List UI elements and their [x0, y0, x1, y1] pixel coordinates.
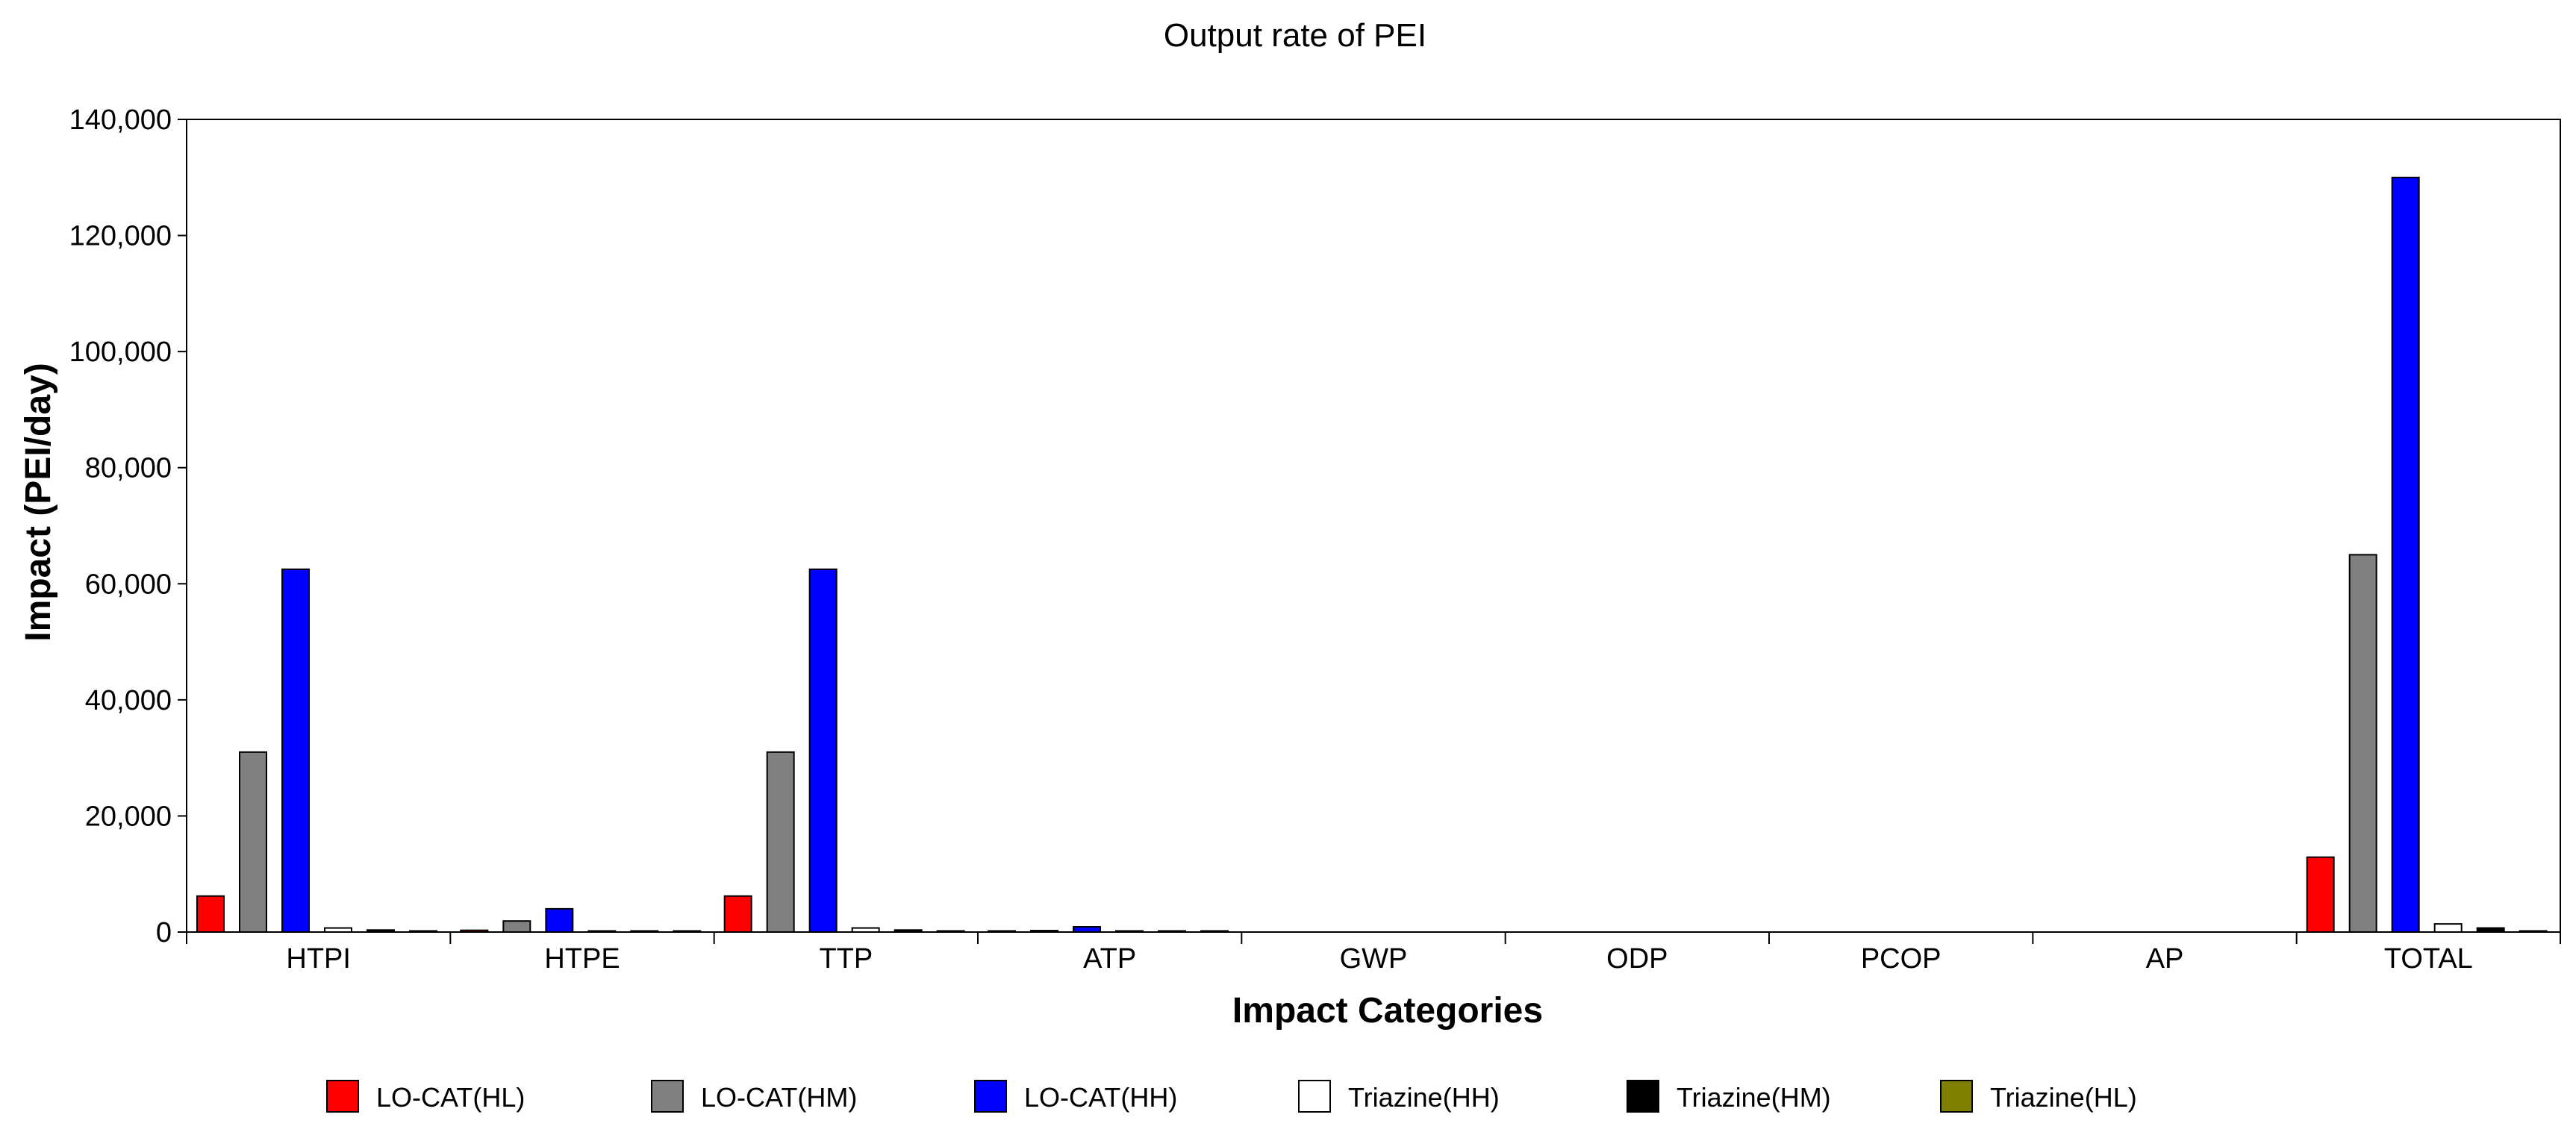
x-tick-label: ODP	[1606, 943, 1668, 975]
bar	[502, 920, 531, 933]
bar	[196, 895, 225, 933]
y-tick-label: 0	[156, 917, 172, 948]
bar	[460, 929, 489, 933]
bar	[1030, 930, 1058, 933]
plot-frame	[186, 119, 2561, 933]
legend-label: Triazine(HL)	[1990, 1082, 2137, 1113]
x-tick-label: HTPE	[544, 943, 620, 975]
x-tick-label: ATP	[1083, 943, 1136, 975]
x-tick-label: AP	[2146, 943, 2184, 975]
x-tick-label: GWP	[1340, 943, 1408, 975]
bar	[894, 929, 923, 933]
bar	[239, 751, 267, 933]
y-tick-label: 80,000	[85, 453, 172, 484]
bar	[281, 568, 310, 933]
plot-area: 0 20,000 40,000 60,000 80,000 100,000 120,000 1…	[69, 104, 2561, 975]
y-tick-label: 120,000	[69, 221, 172, 252]
bar	[673, 930, 702, 933]
legend-swatch	[1627, 1080, 1659, 1113]
bar	[2433, 923, 2463, 933]
legend-swatch	[974, 1080, 1007, 1113]
bar	[545, 907, 574, 934]
bar	[1115, 930, 1144, 933]
x-tick-label: TOTAL	[2384, 943, 2473, 975]
legend-swatch	[1940, 1080, 1973, 1113]
y-axis-title: Impact (PEI/day)	[19, 363, 58, 641]
legend-swatch	[651, 1080, 684, 1113]
bar	[1158, 930, 1186, 933]
bar	[851, 927, 880, 934]
bar	[1073, 925, 1101, 933]
bar	[2519, 930, 2548, 933]
bar	[766, 751, 795, 933]
legend-swatch	[1298, 1080, 1331, 1113]
bar	[1200, 930, 1229, 933]
chart-title: Output rate of PEI	[1164, 17, 1426, 54]
x-tick-label: TTP	[819, 943, 873, 975]
y-tick-label: 20,000	[85, 801, 172, 832]
bar	[936, 930, 965, 933]
legend-label: Triazine(HH)	[1348, 1082, 1500, 1113]
bar	[723, 895, 752, 933]
legend-label: LO-CAT(HL)	[376, 1082, 525, 1113]
y-tick-label: 140,000	[69, 104, 172, 136]
x-tick-label: PCOP	[1861, 943, 1942, 975]
bar	[367, 929, 395, 933]
bar	[988, 930, 1016, 933]
y-tick-label: 40,000	[85, 685, 172, 716]
y-tick-label: 60,000	[85, 569, 172, 600]
bar	[808, 568, 838, 933]
bar	[2476, 927, 2505, 934]
x-tick-label: HTPI	[286, 943, 351, 975]
bar	[587, 930, 617, 933]
legend: LO-CAT(HL) LO-CAT(HM) LO-CAT(HH) Triazine(H…	[326, 1080, 2137, 1113]
bar	[2306, 856, 2335, 933]
bar	[630, 930, 659, 933]
legend-swatch	[326, 1080, 359, 1113]
legend-label: LO-CAT(HM)	[701, 1082, 857, 1113]
y-tick-label: 100,000	[69, 337, 172, 368]
bar	[2348, 554, 2377, 934]
bar	[324, 927, 352, 934]
bar	[409, 930, 437, 933]
legend-label: Triazine(HM)	[1677, 1082, 1831, 1113]
legend-label: LO-CAT(HH)	[1024, 1082, 1177, 1113]
x-axis-title: Impact Categories	[1232, 991, 1543, 1031]
bar	[2391, 176, 2420, 934]
